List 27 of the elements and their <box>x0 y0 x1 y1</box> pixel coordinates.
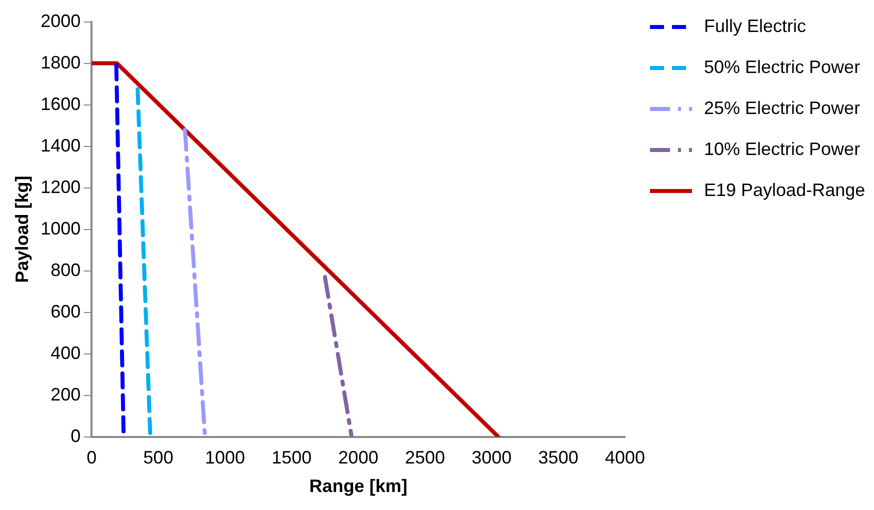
y-tick-label: 0 <box>70 426 81 446</box>
x-tick-label: 500 <box>143 448 174 468</box>
x-tick-label: 0 <box>86 448 97 468</box>
y-tick-label: 400 <box>50 342 81 363</box>
y-tick-label: 1600 <box>40 94 81 114</box>
y-tick-label: 1800 <box>40 52 81 72</box>
x-tick-label: 4000 <box>604 448 645 468</box>
y-tick-label: 800 <box>50 260 81 280</box>
x-axis-title: Range [km] <box>309 476 408 496</box>
x-tick-label: 1500 <box>272 448 312 468</box>
legend-label: 50% Electric Power <box>704 57 860 78</box>
x-tick-label: 2500 <box>404 448 445 468</box>
x-tick-label: 1000 <box>204 448 245 468</box>
y-tick-label: 600 <box>50 301 81 322</box>
legend-label: 10% Electric Power <box>704 139 860 160</box>
legend-label: E19 Payload-Range <box>704 180 866 201</box>
y-tick-label: 1400 <box>40 135 81 156</box>
legend-label: 25% Electric Power <box>704 98 860 119</box>
x-tick-label: 3500 <box>538 448 578 468</box>
y-tick-label: 1000 <box>40 218 81 238</box>
y-tick-label: 2000 <box>40 10 81 31</box>
y-tick-label: 200 <box>50 384 81 404</box>
y-axis-title: Payload [kg] <box>12 176 32 283</box>
legend-label: Fully Electric <box>704 16 806 37</box>
y-tick-label: 1200 <box>40 176 81 197</box>
x-tick-label: 2000 <box>338 448 378 468</box>
x-tick-label: 3000 <box>472 448 512 468</box>
